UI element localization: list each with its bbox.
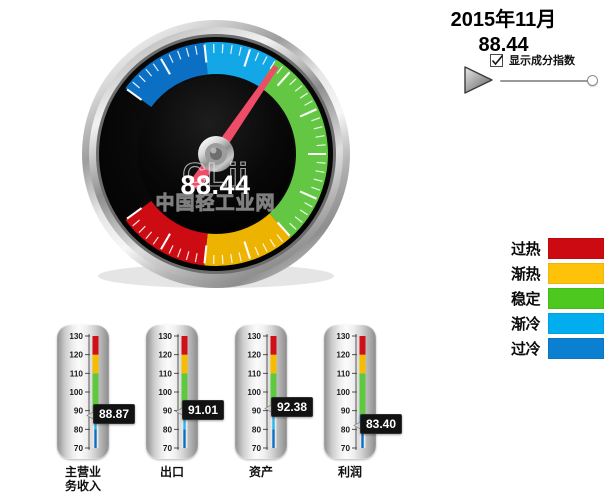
svg-text:110: 110 (248, 369, 262, 378)
status-legend: 过热 渐热 稳定 渐冷 过冷 (498, 238, 607, 363)
svg-text:70: 70 (74, 444, 84, 452)
thermometer-scale: 130 120 110 100 90 80 70 (63, 332, 103, 452)
thermometer-value-badge: 92.38 (271, 397, 314, 418)
economic-climate-index-gauge: CLii 中国轻工业网 88.44 (63, 18, 368, 290)
thermometer-scale: 130 120 110 100 90 80 70 (152, 332, 192, 452)
svg-text:120: 120 (336, 351, 350, 360)
svg-text:120: 120 (158, 351, 172, 360)
svg-text:130: 130 (158, 332, 172, 341)
legend-item-warming: 渐热 (498, 263, 607, 284)
legend-label: 渐热 (510, 264, 541, 283)
legend-item-cooling: 渐冷 (498, 313, 607, 334)
svg-text:90: 90 (163, 407, 173, 416)
svg-text:100: 100 (336, 388, 350, 397)
legend-item-overcooled: 过冷 (498, 338, 607, 359)
thermometer-1: 130 120 110 100 90 80 70 88.87 主营业 务收入 (52, 325, 136, 493)
gauge-band-过热 (125, 201, 208, 266)
header-panel: 2015年11月 88.44 (400, 8, 607, 118)
svg-text:120: 120 (247, 351, 261, 360)
svg-text:70: 70 (341, 444, 351, 452)
gauge-band-稳定 (258, 59, 328, 238)
thermometer-label: 利润 (337, 465, 362, 479)
thermometer-2: 130 120 110 100 90 80 70 91.01 出口 (141, 325, 225, 479)
svg-text:100: 100 (247, 388, 261, 397)
period-label: 2015年11月 (450, 9, 557, 31)
gauge-band-渐热 (204, 213, 291, 266)
thermometer-body: 130 120 110 100 90 80 70 (235, 325, 287, 459)
svg-text:130: 130 (69, 332, 83, 341)
thermometer-body: 130 120 110 100 90 80 70 (324, 325, 376, 459)
thermometer-4: 130 120 110 100 90 80 70 83.40 利润 (319, 325, 403, 479)
gauge-band-过冷 (125, 42, 208, 107)
svg-text:100: 100 (158, 388, 172, 397)
component-thermometer-row: 130 120 110 100 90 80 70 88.87 主营业 务收入 130 120 110 10… (52, 325, 403, 502)
svg-text:70: 70 (252, 444, 262, 452)
thermometer-label: 出口 (159, 465, 184, 479)
thermometer-scale: 130 120 110 100 90 80 70 (241, 332, 281, 452)
thermometer-scale: 130 120 110 100 90 80 70 (330, 332, 370, 452)
gauge-tick-marks (126, 44, 326, 264)
svg-text:120: 120 (69, 351, 83, 360)
legend-label: 稳定 (510, 289, 541, 308)
svg-text:80: 80 (341, 425, 351, 434)
timeline-slider[interactable] (500, 75, 598, 86)
legend-label: 过冷 (510, 339, 541, 358)
svg-text:130: 130 (336, 332, 350, 341)
svg-text:80: 80 (74, 425, 84, 434)
legend-swatch (548, 338, 604, 359)
show-components-label: 显示成分指数 (509, 54, 575, 67)
play-triangle-icon (464, 66, 493, 94)
thermometer-3: 130 120 110 100 90 80 70 92.38 资产 (230, 325, 314, 479)
thermometer-value-badge: 83.40 (360, 413, 403, 434)
thermometer-body: 130 120 110 100 90 80 70 (57, 325, 109, 459)
svg-text:90: 90 (74, 407, 84, 416)
svg-text:90: 90 (341, 407, 351, 416)
timeline-player (400, 65, 607, 95)
thermometer-body: 130 120 110 100 90 80 70 (146, 325, 198, 459)
legend-item-overheated: 过热 (498, 238, 607, 259)
svg-text:90: 90 (252, 407, 262, 416)
svg-text:100: 100 (69, 388, 83, 397)
svg-text:110: 110 (70, 369, 84, 378)
slider-track[interactable] (500, 80, 593, 82)
svg-text:110: 110 (337, 369, 351, 378)
legend-label: 渐冷 (510, 314, 541, 333)
show-components-checkbox[interactable] (490, 53, 504, 67)
svg-text:70: 70 (163, 444, 173, 452)
thermometer-value-badge: 88.87 (93, 403, 136, 424)
thermometer-label: 主营业 务收入 (64, 465, 101, 493)
svg-text:80: 80 (163, 425, 173, 434)
legend-swatch (548, 238, 604, 259)
thermometer-value-badge: 91.01 (182, 399, 225, 420)
svg-text:130: 130 (247, 332, 261, 341)
svg-text:80: 80 (252, 425, 262, 434)
svg-text:110: 110 (159, 369, 173, 378)
play-button[interactable] (462, 65, 494, 95)
slider-handle[interactable] (587, 75, 598, 86)
legend-swatch (548, 313, 604, 334)
show-components-checkbox-row[interactable]: 显示成分指数 (490, 52, 575, 68)
thermometer-label: 资产 (248, 465, 273, 479)
check-icon (491, 54, 504, 65)
index-value-label: 88.44 (478, 34, 529, 56)
legend-item-stable: 稳定 (498, 288, 607, 309)
legend-swatch (548, 263, 604, 284)
legend-label: 过热 (510, 239, 541, 258)
legend-swatch (548, 288, 604, 309)
